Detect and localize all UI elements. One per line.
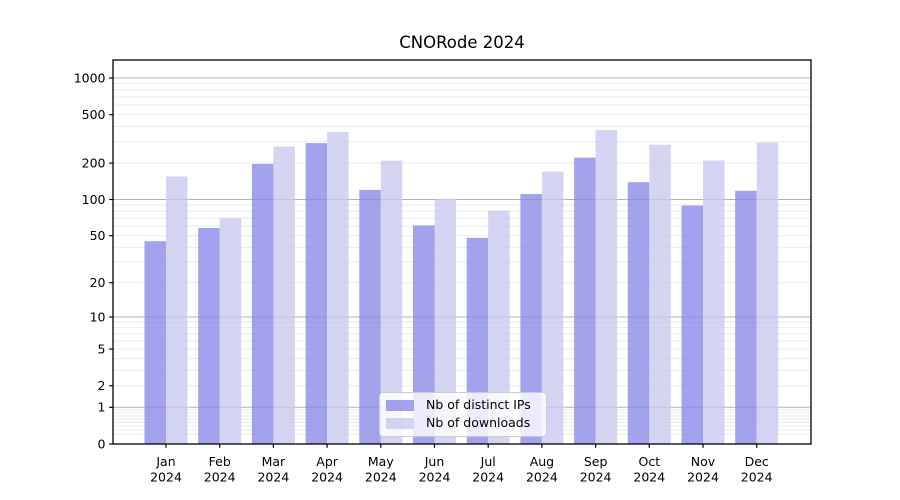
bar-downloads-Jul (488, 210, 510, 444)
x-tick-label-Feb: Feb 2024 (204, 454, 236, 485)
y-tick-label-100: 100 (82, 192, 106, 207)
bar-downloads-Dec (756, 142, 779, 444)
bar-distinct-ips-Apr (305, 143, 328, 444)
legend-row-distinct-ips: Nb of distinct IPs (386, 398, 539, 413)
bar-downloads-Oct (649, 144, 671, 444)
bar-distinct-ips-May (359, 189, 381, 444)
y-tick-label-0: 0 (98, 436, 106, 451)
x-tick-label-Jan: Jan 2024 (150, 454, 182, 485)
x-tick-label-Apr: Apr 2024 (311, 454, 343, 485)
bar-distinct-ips-Sep (574, 157, 596, 444)
bar-downloads-Apr (327, 132, 349, 444)
legend-row-downloads: Nb of downloads (386, 416, 539, 431)
bar-series-distinct-ips (144, 143, 757, 444)
bar-downloads-Sep (595, 130, 618, 444)
x-tick-label-Dec: Dec 2024 (741, 454, 773, 485)
y-tick-label-500: 500 (82, 107, 106, 122)
bar-downloads-May (380, 160, 403, 444)
plot-border (112, 59, 812, 445)
x-tick-label-Mar: Mar 2024 (257, 454, 289, 485)
bar-distinct-ips-Aug (520, 194, 542, 444)
bars (144, 130, 779, 444)
bar-downloads-Feb (219, 218, 242, 444)
y-axis: 0 1 2 5 10 20 50 100 200 500 1000 (74, 70, 113, 451)
bar-downloads-Aug (541, 171, 564, 444)
y-tick-label-5: 5 (98, 341, 106, 356)
x-tick-label-Oct: Oct 2024 (633, 454, 665, 485)
bar-downloads-Jun (434, 199, 456, 444)
legend-label-downloads: Nb of downloads (426, 415, 531, 431)
bar-downloads-Jan (166, 176, 188, 444)
legend-swatch-distinct-ips (386, 400, 414, 411)
bar-series-downloads (166, 130, 779, 444)
y-tick-label-20: 20 (90, 275, 106, 290)
y-tick-label-1000: 1000 (74, 70, 106, 85)
x-tick-label-Sep: Sep 2024 (580, 454, 612, 485)
bar-distinct-ips-Mar (251, 163, 274, 444)
y-tick-label-50: 50 (90, 228, 106, 243)
legend-swatch-downloads (386, 418, 414, 429)
x-axis: Jan 2024 Feb 2024 Mar 2024 Apr 2024 May 2024 Jun 20… (150, 444, 773, 485)
y-tick-label-200: 200 (82, 155, 106, 170)
bar-distinct-ips-Oct (627, 182, 650, 444)
x-tick-label-Jul: Jul 2024 (472, 454, 504, 485)
bar-distinct-ips-Dec (735, 190, 757, 444)
bar-downloads-Mar (273, 146, 295, 444)
x-tick-label-Aug: Aug 2024 (526, 454, 558, 485)
bar-distinct-ips-Feb (198, 228, 220, 444)
y-tick-label-2: 2 (98, 378, 106, 393)
chart-title: CNORode 2024 (399, 33, 525, 52)
y-tick-label-1: 1 (98, 400, 106, 415)
bar-distinct-ips-Jun (413, 225, 435, 444)
legend-label-distinct-ips: Nb of distinct IPs (426, 397, 531, 413)
chart-legend: Nb of distinct IPs Nb of downloads (379, 392, 547, 437)
x-tick-label-Jun: Jun 2024 (419, 454, 451, 485)
bar-distinct-ips-Jan (144, 241, 166, 444)
bar-distinct-ips-Nov (681, 205, 703, 444)
x-tick-label-Nov: Nov 2024 (687, 454, 719, 485)
bar-downloads-Nov (703, 160, 725, 444)
x-tick-label-May: May 2024 (365, 454, 397, 485)
y-tick-label-10: 10 (90, 309, 106, 324)
